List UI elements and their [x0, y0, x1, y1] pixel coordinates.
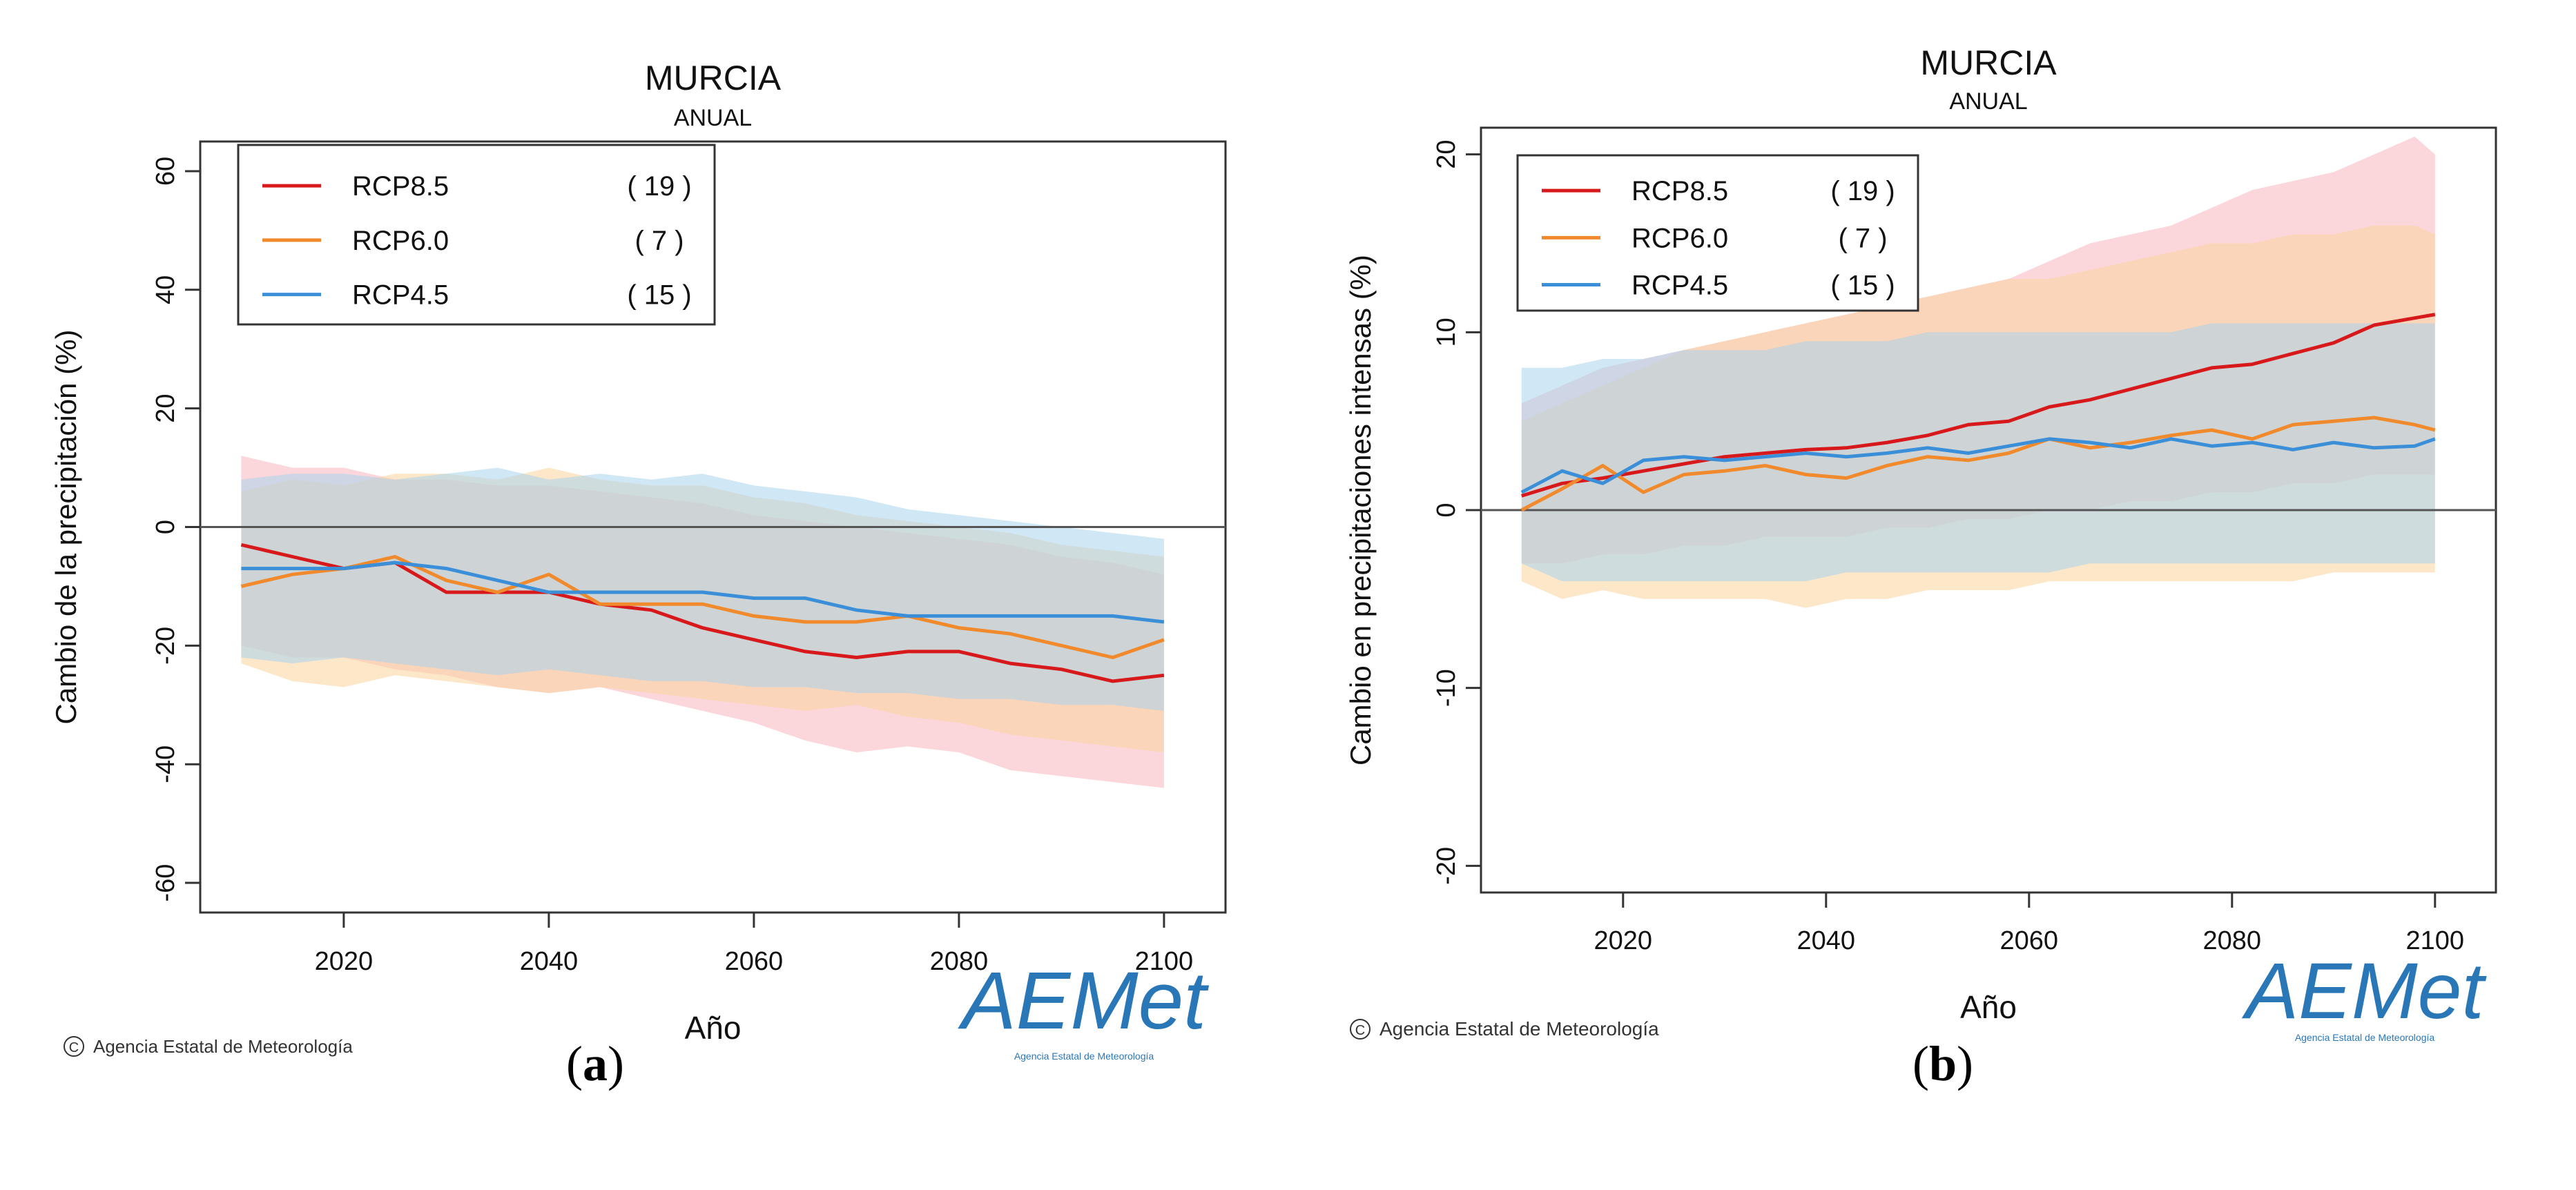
series-line-rcp45: [1520, 437, 2436, 494]
legend-count-rcp60: ( 7 ): [1838, 223, 1887, 253]
x-axis-label: Año: [1960, 989, 2017, 1025]
y-tick-label: 60: [151, 157, 180, 186]
legend-label-rcp45: RCP4.5: [1631, 271, 1728, 301]
y-tick-label: 0: [151, 520, 180, 534]
x-tick-label: 2020: [1594, 926, 1653, 955]
aemet-logo: AEMet Agencia Estatal de Meteorología: [958, 955, 1209, 1062]
x-tick-label: 2080: [2203, 926, 2262, 955]
legend-count-rcp45: ( 15 ): [627, 280, 691, 311]
copyright-symbol: C: [69, 1040, 79, 1055]
x-tick-label: 2060: [2000, 926, 2059, 955]
credit: C Agencia Estatal de Meteorología: [64, 1036, 353, 1057]
logo-wordmark: AEMet: [958, 955, 1209, 1046]
panel-label-a-text: a: [582, 1036, 608, 1091]
panel-label-b: (b): [1912, 1036, 1974, 1091]
y-tick-label: 40: [151, 275, 180, 304]
chart-panel-b: MURCIA ANUAL 2020 2040 2060 2080 2100 -20 -10 0 10…: [1344, 43, 2497, 1043]
legend: RCP8.5 ( 19 ) RCP6.0 ( 7 ) RCP4.5 ( 15 ): [1516, 154, 1919, 312]
series-line-rcp45: [241, 560, 1165, 624]
panel-label-b-text: b: [1928, 1036, 1957, 1091]
y-tick-label: -10: [1432, 669, 1461, 707]
legend-count-rcp85: ( 19 ): [1830, 176, 1895, 206]
legend-label-rcp60: RCP6.0: [1631, 223, 1728, 253]
x-tick-label: 2060: [725, 947, 784, 976]
x-tick-label: 2020: [315, 947, 374, 976]
logo-subtext: Agencia Estatal de Meteorología: [2295, 1032, 2435, 1043]
legend-count-rcp60: ( 7 ): [635, 226, 684, 256]
series-line-rcp85: [1521, 313, 2436, 498]
panel-label-a: (a): [566, 1036, 624, 1091]
credit: C Agencia Estatal de Meteorología: [1350, 1018, 1659, 1040]
x-tick-label: 2080: [930, 947, 989, 976]
legend-count-rcp45: ( 15 ): [1830, 271, 1895, 301]
copyright-symbol: C: [1355, 1023, 1365, 1038]
y-tick-label: -20: [151, 627, 180, 665]
logo-subtext: Agencia Estatal de Meteorología: [1014, 1051, 1154, 1062]
legend-label-rcp85: RCP8.5: [352, 171, 449, 202]
series-line-rcp60: [1520, 416, 2436, 512]
x-axis-label: Año: [685, 1010, 742, 1046]
y-tick-label: 20: [151, 394, 180, 423]
logo-wordmark: AEMet: [2241, 947, 2486, 1035]
x-tick-label: 2040: [1797, 926, 1856, 955]
chart-subtitle: ANUAL: [1949, 88, 2027, 115]
x-tick-label: 2100: [2406, 926, 2465, 955]
chart-subtitle: ANUAL: [674, 105, 752, 131]
legend-label-rcp45: RCP4.5: [352, 280, 449, 311]
credit-text: Agencia Estatal de Meteorología: [93, 1036, 353, 1057]
x-tick-label: 2040: [520, 947, 579, 976]
series-line-rcp60: [240, 555, 1165, 659]
y-tick-label: -20: [1432, 847, 1461, 885]
copyright-icon: [1350, 1019, 1371, 1040]
credit-text: Agencia Estatal de Meteorología: [1379, 1018, 1659, 1040]
chart-title: MURCIA: [1920, 43, 2057, 82]
y-tick-label: 10: [1432, 318, 1461, 347]
y-axis-label: Cambio en precipitaciones intensas (%): [1344, 255, 1377, 765]
legend-label-rcp60: RCP6.0: [352, 226, 449, 256]
legend-label-rcp85: RCP8.5: [1631, 176, 1728, 206]
x-tick-label: 2100: [1135, 947, 1194, 976]
y-tick-label: -60: [151, 864, 180, 902]
y-axis-label: Cambio de la precipitación (%): [50, 330, 82, 725]
y-tick-label: -40: [151, 745, 180, 783]
legend-count-rcp85: ( 19 ): [627, 171, 691, 202]
y-tick-label: 0: [1432, 503, 1461, 517]
copyright-icon: [64, 1036, 84, 1057]
legend: RCP8.5 ( 19 ) RCP6.0 ( 7 ) RCP4.5 ( 15 ): [237, 144, 716, 326]
chart-title: MURCIA: [645, 59, 782, 97]
y-tick-label: 20: [1432, 140, 1461, 169]
